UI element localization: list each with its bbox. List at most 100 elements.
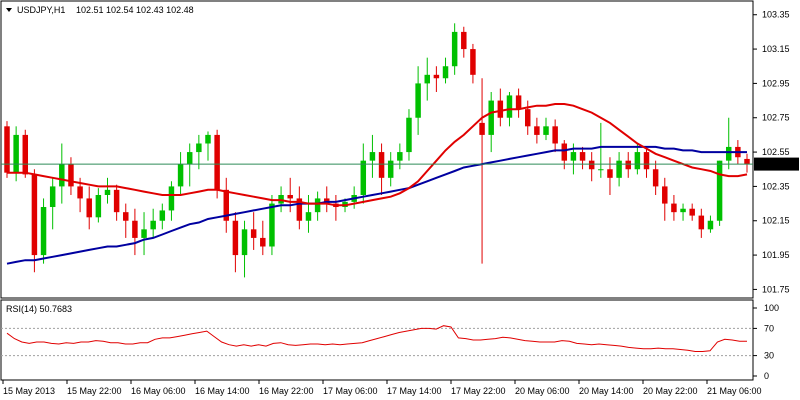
candle-body [479, 122, 485, 135]
time-tick-label: 17 May 14:00 [387, 386, 442, 396]
candle-body [415, 83, 421, 118]
rsi-tick-label: 100 [764, 303, 779, 313]
candle [515, 88, 522, 118]
candle-body [616, 160, 622, 178]
candle-body [387, 160, 394, 178]
candle-body [744, 158, 750, 165]
candle-body [86, 198, 92, 218]
candle [451, 23, 458, 75]
candle [744, 153, 750, 173]
candle-body [305, 212, 312, 221]
candle [378, 143, 385, 195]
candle-body [698, 215, 705, 230]
rsi-line [6, 325, 747, 352]
candle [707, 215, 714, 233]
candle [406, 109, 412, 161]
time-tick-label: 20 May 06:00 [515, 386, 570, 396]
candle-body [132, 220, 138, 238]
ohlc-values: 102.51 102.54 102.43 102.48 [76, 5, 194, 15]
candle-body [260, 237, 266, 247]
rsi-tick-label: 0 [764, 371, 769, 381]
candle-body [159, 210, 166, 221]
candle-body [534, 126, 540, 135]
candle [598, 122, 604, 178]
candle [260, 220, 266, 256]
time-tick-label: 17 May 22:00 [451, 386, 506, 396]
rsi-levels [1, 327, 753, 357]
time-tick-label: 15 May 22:00 [67, 386, 122, 396]
candle [433, 66, 440, 92]
price-tick-label: 102.35 [762, 181, 790, 191]
candle-body [451, 31, 458, 67]
price-tick-label: 101.95 [762, 250, 790, 260]
candle [196, 134, 202, 170]
price-tick-label: 102.75 [762, 113, 790, 123]
candle [442, 57, 449, 84]
candle-body [707, 220, 714, 230]
candle-body [95, 194, 102, 218]
candle-body [360, 160, 367, 195]
price-tick-label: 103.15 [762, 44, 790, 54]
candle [177, 152, 184, 195]
candle [104, 177, 111, 204]
candle [314, 191, 321, 221]
candle-body [461, 31, 467, 50]
candle-body [13, 134, 19, 173]
candle-body [397, 152, 403, 161]
rsi-axis: 100 70 30 0 [753, 303, 779, 381]
ma-fast-line [7, 103, 748, 207]
candle-body [662, 186, 668, 204]
candle-body [214, 134, 220, 190]
candle [113, 184, 120, 221]
candle-body [205, 134, 211, 144]
candle [269, 194, 275, 256]
candle-body [561, 143, 568, 161]
candle [698, 208, 705, 238]
candle-body [22, 134, 29, 175]
candle-body [579, 152, 586, 161]
candle [86, 186, 92, 230]
candle-body [59, 164, 65, 187]
symbol-dropdown-icon[interactable] [6, 8, 12, 12]
candle [625, 152, 631, 178]
candle-body [442, 66, 449, 79]
candle [141, 212, 147, 256]
candle-body [4, 126, 10, 173]
candle [634, 143, 641, 175]
candle-body [269, 203, 275, 247]
candle-body [186, 152, 193, 165]
candle-body [196, 143, 202, 153]
candle [4, 121, 10, 178]
candle [415, 66, 421, 135]
time-tick-label: 20 May 22:00 [643, 386, 698, 396]
candle-body [296, 198, 303, 221]
candle [305, 194, 312, 233]
candle-body [497, 100, 504, 118]
candle-body [433, 74, 440, 79]
candle [150, 208, 156, 238]
current-price-tag: 102.48 [754, 157, 799, 171]
symbol-label: USDJPY,H1 [17, 5, 65, 15]
candle [616, 152, 622, 187]
candle-body [31, 174, 38, 256]
time-tick-label: 21 May 06:00 [707, 386, 762, 396]
candle-body [515, 95, 522, 110]
candle-body [525, 109, 531, 127]
candle-body [68, 164, 74, 187]
price-tick-label: 101.75 [762, 284, 790, 294]
svg-text:102.48: 102.48 [762, 159, 790, 169]
candle [652, 160, 659, 195]
candle-body [598, 169, 604, 171]
candle-body [287, 194, 293, 199]
candle-body [652, 169, 659, 187]
candle [159, 203, 166, 230]
candle [223, 177, 229, 233]
candle-body [378, 152, 385, 178]
candle [543, 117, 549, 141]
candle-body [406, 117, 412, 153]
candle [205, 131, 211, 161]
candle-body [634, 152, 641, 170]
candle [716, 160, 723, 226]
candle [497, 88, 504, 127]
